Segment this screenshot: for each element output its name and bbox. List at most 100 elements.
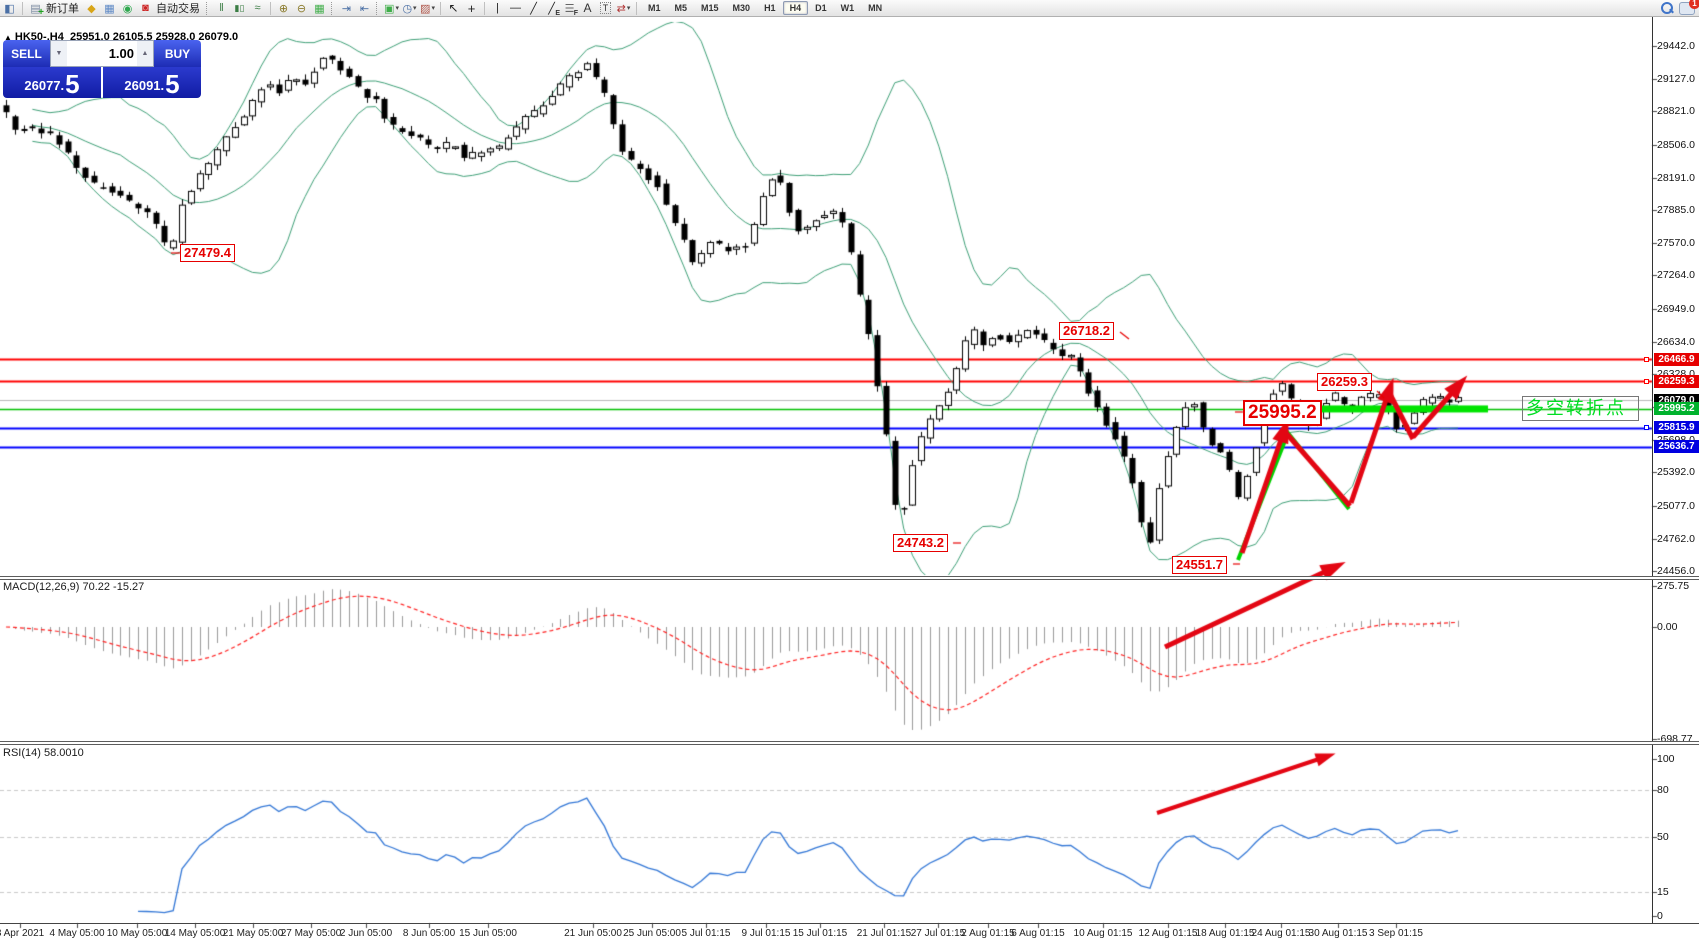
timeframe-H4[interactable]: H4	[782, 1, 809, 15]
new-order-icon[interactable]: ▤ +	[30, 2, 44, 18]
macd-axis-label: 275.75	[1657, 580, 1690, 592]
arrows-tool-icon[interactable]: ⇄ ▾	[616, 2, 631, 15]
indicators-icon[interactable]: ▨ ▾	[420, 2, 435, 15]
chart-line-icon[interactable]: ≈	[254, 2, 261, 14]
price-axis-label: 29127.0	[1657, 73, 1695, 86]
fibonacci-icon[interactable]: ☰ F	[564, 2, 578, 17]
notifications-icon[interactable]: 1	[1679, 0, 1699, 15]
rsi-header: RSI(14) 58.0010	[3, 747, 84, 759]
toolbar-gripper	[331, 1, 335, 15]
price-callout[interactable]: 24743.2	[893, 534, 948, 552]
volume-decrease-button[interactable]: ▼	[51, 41, 67, 66]
time-axis-label: 21 Jul 01:15	[856, 928, 912, 939]
crosshair-icon[interactable]: +	[467, 0, 476, 16]
vertical-line-icon[interactable]: |	[496, 2, 499, 14]
line-end-marker[interactable]	[1644, 378, 1649, 384]
timeframe-M1[interactable]: M1	[648, 3, 661, 13]
time-axis-label: 25 Jun 05:00	[623, 928, 681, 939]
timeframe-D1[interactable]: D1	[815, 3, 827, 13]
signals-icon[interactable]: ◉	[122, 2, 133, 15]
time-axis-label: 3 Sep 01:15	[1369, 928, 1423, 939]
search-icon[interactable]	[1661, 2, 1674, 14]
tile-windows-icon[interactable]: ▦	[314, 2, 325, 15]
toolbar-separator	[270, 1, 271, 15]
price-callout[interactable]: 25995.2	[1243, 400, 1322, 426]
auto-trading-label[interactable]: 自动交易	[156, 3, 200, 15]
zoom-in-icon[interactable]: ⊕	[278, 2, 289, 15]
price-axis-label: 27885.0	[1657, 203, 1695, 216]
volume-value[interactable]: 1.00	[108, 46, 134, 61]
time-axis-label: 10 Aug 01:15	[1073, 928, 1133, 939]
auto-trading-icon[interactable]: ◙	[142, 2, 149, 14]
text-label-icon[interactable]: T	[597, 1, 614, 16]
price-callout[interactable]: 24551.7	[1172, 556, 1227, 574]
price-line-badge: 25995.2	[1654, 402, 1699, 416]
time-axis-label: 21 Jun 05:00	[564, 928, 622, 939]
price-axis-label: 27264.0	[1657, 269, 1695, 282]
annotation-text[interactable]: 多空转折点	[1522, 396, 1639, 421]
price-axis-label: 29442.0	[1657, 40, 1695, 52]
periods-clock-icon[interactable]: ◷ ▾	[402, 2, 417, 15]
volume-increase-button[interactable]: ▲	[137, 41, 153, 66]
new-chart-icon[interactable]: ▣ ▾	[384, 2, 399, 15]
macd-header: MACD(12,26,9) 70.22 -15.27	[3, 581, 145, 593]
sell-button[interactable]: SELL	[3, 40, 50, 67]
buy-price[interactable]: 26091. 5	[103, 67, 201, 98]
timeframe-W1[interactable]: W1	[840, 3, 855, 13]
line-end-marker[interactable]	[1644, 356, 1649, 362]
time-axis-label: 24 Aug 01:15	[1251, 928, 1311, 939]
pane-separator[interactable]	[0, 576, 1699, 580]
auto-scroll-icon[interactable]: ⇥	[341, 2, 352, 15]
new-order-label[interactable]: 新订单	[46, 3, 79, 15]
line-end-marker[interactable]	[1644, 425, 1649, 431]
price-callout[interactable]: 27479.4	[180, 244, 235, 262]
sell-price[interactable]: 26077. 5	[3, 67, 101, 98]
time-axis-label: 2 Aug 01:15	[961, 928, 1015, 939]
price-callout[interactable]: 26718.2	[1059, 322, 1114, 340]
rsi-axis-label: 15	[1657, 885, 1669, 898]
price-axis-label: 25392.0	[1657, 466, 1695, 479]
time-axis-label: 2 Jun 05:00	[339, 928, 393, 939]
rsi-axis-label: 80	[1657, 783, 1669, 796]
horizontal-line-icon[interactable]: —	[510, 2, 521, 14]
price-axis-label: 27570.0	[1657, 237, 1695, 250]
time-axis-label: 14 May 05:00	[164, 928, 226, 939]
market-watch-icon[interactable]: ◆	[87, 2, 96, 15]
notification-badge: 1	[1689, 0, 1699, 9]
channel-icon[interactable]: ╱ E	[548, 2, 560, 17]
time-axis-label: 6 Aug 01:15	[1011, 928, 1065, 939]
price-callout[interactable]: 26259.3	[1317, 373, 1372, 391]
symbol-triangle-icon: ▲	[4, 33, 12, 42]
time-axis-label: 21 May 05:00	[222, 928, 284, 939]
window-icon[interactable]: ◧	[4, 2, 15, 15]
macd-axis-label: 0.00	[1657, 621, 1678, 633]
text-tool-icon[interactable]: A	[583, 1, 592, 15]
timeframe-MN[interactable]: MN	[868, 3, 883, 13]
time-axis-label: 4 May 05:00	[49, 928, 105, 939]
timeframe-M15[interactable]: M15	[701, 3, 719, 13]
toolbar-separator	[22, 1, 23, 15]
toolbar-separator	[484, 1, 485, 15]
timeframe-M5[interactable]: M5	[674, 3, 688, 13]
price-line-badge: 26466.9	[1654, 352, 1699, 366]
data-window-icon[interactable]: ▦	[104, 2, 115, 15]
price-line-badge: 25815.9	[1654, 421, 1699, 435]
timeframe-M30[interactable]: M30	[732, 3, 751, 13]
zoom-out-icon[interactable]: ⊖	[296, 2, 307, 15]
chart-bars-icon[interactable]: ‖	[219, 2, 224, 14]
chart-candles-icon[interactable]: ▮▯	[234, 2, 245, 13]
time-axis-label: 10 May 05:00	[106, 928, 168, 939]
trendline-icon[interactable]: ╱	[530, 2, 537, 15]
price-axis-label: 28191.0	[1657, 171, 1695, 184]
buy-button[interactable]: BUY	[154, 40, 201, 67]
time-axis-label: 3 Apr 2021	[0, 928, 45, 939]
time-axis-label: 15 Jul 01:15	[792, 928, 848, 939]
timeframe-H1[interactable]: H1	[764, 3, 776, 13]
chart-shift-icon[interactable]: ⇤	[359, 2, 370, 15]
cursor-icon[interactable]: ↖	[448, 1, 459, 15]
time-axis-label: 27 Jul 01:15	[910, 928, 966, 939]
time-axis-label: 8 Jun 05:00	[402, 928, 456, 939]
pane-separator[interactable]	[0, 741, 1699, 745]
